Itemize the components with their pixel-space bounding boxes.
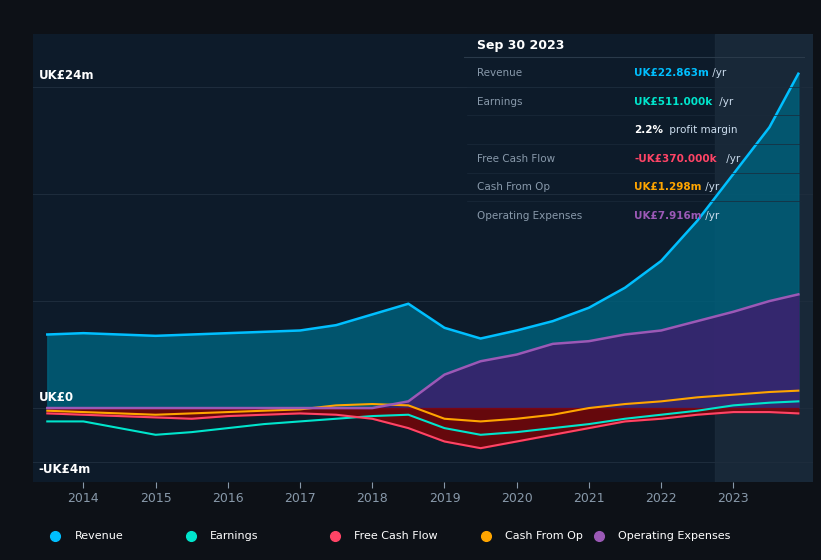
Text: 2.2%: 2.2%	[635, 125, 663, 135]
Text: Free Cash Flow: Free Cash Flow	[354, 531, 438, 541]
Text: /yr: /yr	[717, 96, 734, 106]
Text: /yr: /yr	[723, 154, 741, 164]
Text: UK£24m: UK£24m	[39, 69, 94, 82]
Text: Earnings: Earnings	[478, 96, 523, 106]
Text: UK£0: UK£0	[39, 391, 74, 404]
Text: UK£511.000k: UK£511.000k	[635, 96, 713, 106]
Text: profit margin: profit margin	[667, 125, 738, 135]
Text: /yr: /yr	[702, 211, 719, 221]
Text: /yr: /yr	[709, 68, 727, 78]
Text: UK£1.298m: UK£1.298m	[635, 183, 702, 193]
Text: UK£22.863m: UK£22.863m	[635, 68, 709, 78]
Text: Cash From Op: Cash From Op	[505, 531, 583, 541]
Text: Sep 30 2023: Sep 30 2023	[478, 39, 565, 52]
Text: Revenue: Revenue	[478, 68, 523, 78]
Text: -UK£4m: -UK£4m	[39, 463, 91, 476]
Text: Free Cash Flow: Free Cash Flow	[478, 154, 556, 164]
Text: Revenue: Revenue	[75, 531, 123, 541]
Text: /yr: /yr	[702, 183, 719, 193]
Text: Earnings: Earnings	[210, 531, 259, 541]
Text: Operating Expenses: Operating Expenses	[618, 531, 731, 541]
Bar	[715, 34, 813, 482]
Text: UK£7.916m: UK£7.916m	[635, 211, 702, 221]
Text: Operating Expenses: Operating Expenses	[478, 211, 583, 221]
Text: Cash From Op: Cash From Op	[478, 183, 551, 193]
Text: -UK£370.000k: -UK£370.000k	[635, 154, 717, 164]
